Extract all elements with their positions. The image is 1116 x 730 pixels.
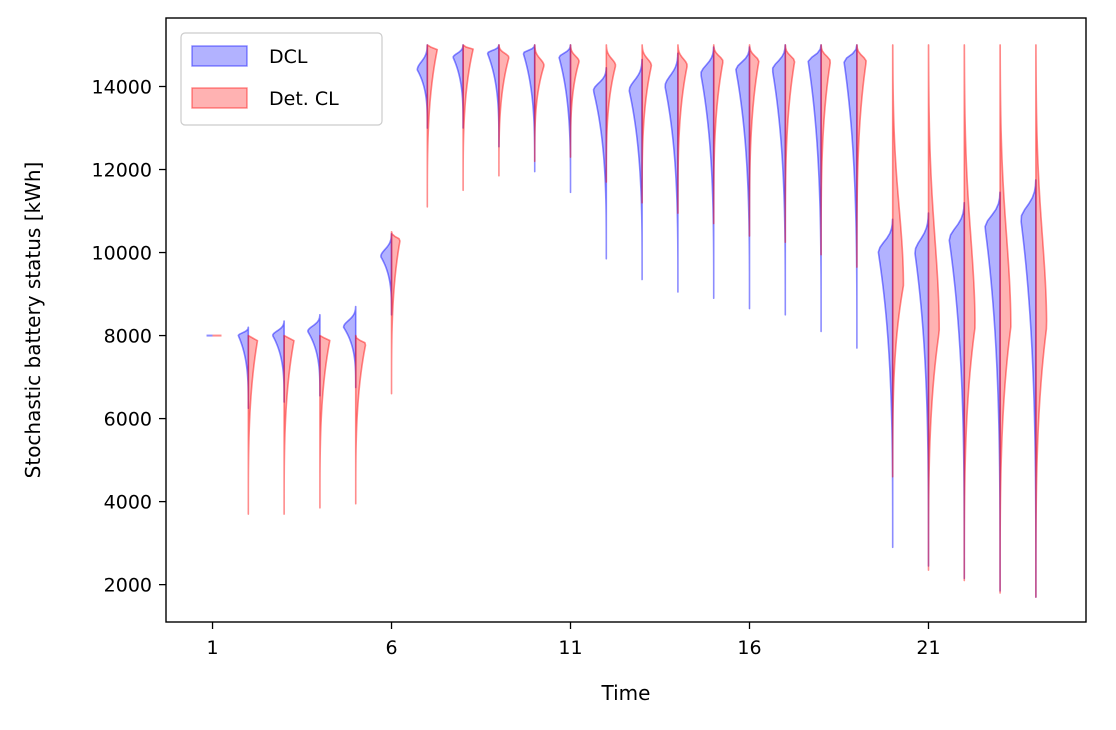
violin-dcl-t11: [558, 44, 572, 194]
x-tick-label-21: 21: [916, 637, 940, 659]
y-tick-label-12000: 12000: [92, 160, 152, 182]
violin-det-cl-t19: [856, 44, 867, 268]
violin-dcl-t19: [843, 44, 858, 349]
violin-dcl-t14: [664, 52, 679, 293]
violin-det-cl-t4: [319, 334, 331, 509]
violin-dcl-t5: [342, 305, 357, 389]
violin-dcl-t23: [984, 191, 1001, 592]
y-axis: 2000 4000 6000 8000 10000 12000 14000: [92, 76, 166, 597]
violin-det-cl-t15: [712, 44, 724, 225]
violin-det-cl-t5: [354, 334, 367, 505]
violin-det-cl-t7: [426, 44, 439, 208]
violin-dcl-t10: [522, 44, 536, 173]
violin-det-cl-t3: [283, 334, 295, 515]
violin-det-cl-t17: [784, 44, 796, 243]
violin-dcl-t7: [416, 44, 429, 129]
violin-dcl-t24: [1020, 179, 1037, 598]
violin-det-cl-t23: [999, 44, 1012, 594]
violin-layer: [206, 44, 1048, 598]
violin-dcl-t17: [771, 44, 787, 316]
x-tick-label-16: 16: [737, 637, 761, 659]
y-tick-label-4000: 4000: [104, 492, 152, 514]
violin-det-cl-t18: [820, 44, 831, 256]
violin-det-cl-t16: [748, 44, 760, 237]
x-tick-label-6: 6: [385, 637, 397, 659]
y-tick-label-10000: 10000: [92, 243, 152, 265]
x-tick-label-1: 1: [206, 637, 218, 659]
violin-dcl-t8: [452, 44, 464, 129]
y-axis-title: Stochastic battery status [kWh]: [21, 162, 45, 479]
violin-det-cl-t6: [390, 230, 401, 395]
legend-label-dcl: DCL: [269, 46, 308, 68]
plot-frame: [165, 17, 1087, 623]
violin-dcl-t18: [807, 44, 822, 333]
violin-dcl-t15: [700, 46, 715, 300]
violin-dcl-t20: [877, 218, 894, 549]
x-tick-label-11: 11: [558, 637, 582, 659]
violin-dcl-t6: [380, 233, 393, 316]
violin-det-cl-t2: [247, 334, 259, 515]
legend-box: [180, 32, 383, 126]
x-axis-title: Time: [601, 681, 651, 705]
violin-dcl-t12: [592, 67, 608, 260]
violin-dcl-t4: [307, 314, 321, 397]
violin-det-cl-t10: [533, 44, 545, 163]
violin-det-cl-t22: [963, 44, 976, 582]
legend-swatch-det-cl: [191, 87, 248, 109]
y-tick-label-8000: 8000: [104, 326, 152, 348]
y-tick-label-14000: 14000: [92, 76, 152, 98]
violin-det-cl-t14: [677, 44, 688, 214]
violin-dcl-t21: [914, 212, 930, 567]
legend: DCL Det. CL: [180, 32, 383, 126]
violin-det-cl-t13: [641, 44, 653, 204]
violin-dcl-t3: [271, 320, 285, 403]
violin-det-cl-t20: [891, 44, 905, 478]
violin-det-cl-t8: [462, 44, 474, 192]
y-tick-label-2000: 2000: [104, 575, 152, 597]
x-axis: 1 6 11 16 21: [206, 622, 941, 659]
violin-det-cl-t11: [569, 44, 580, 158]
violin-dcl-t13: [628, 58, 643, 281]
violin-dcl-t22: [948, 201, 966, 580]
violin-det-cl-t12: [605, 44, 617, 183]
y-tick-label-6000: 6000: [104, 409, 152, 431]
violin-det-cl-t21: [927, 44, 941, 571]
violin-dcl-t16: [735, 46, 751, 310]
violin-det-cl-t24: [1035, 44, 1048, 598]
legend-swatch-dcl: [191, 45, 248, 67]
violin-det-cl-t9: [498, 44, 510, 177]
violin-dcl-t2: [237, 326, 250, 410]
legend-label-det-cl: Det. CL: [269, 88, 339, 110]
violin-dcl-t9: [486, 44, 500, 148]
